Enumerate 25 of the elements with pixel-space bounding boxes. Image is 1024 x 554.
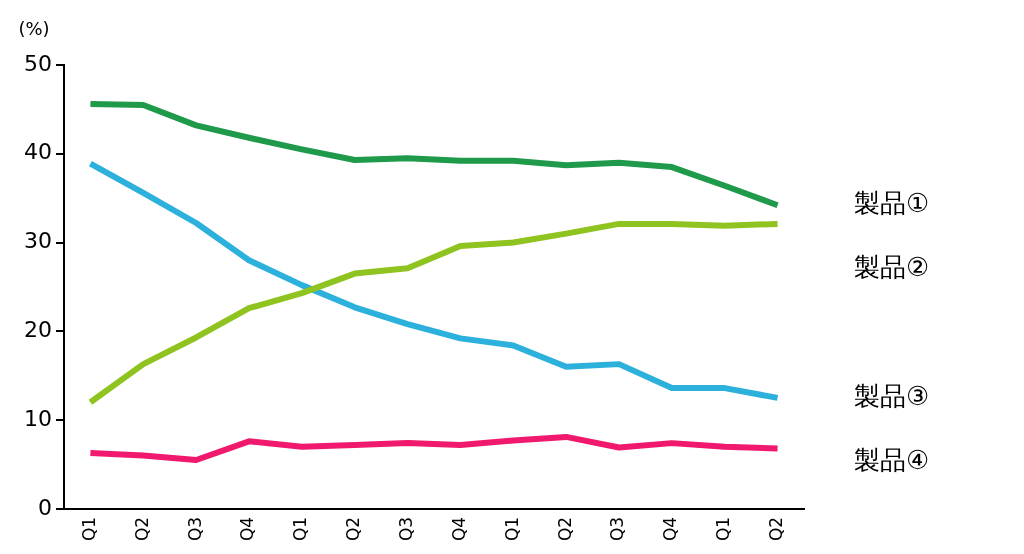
text: 製品③ — [854, 380, 930, 411]
y-axis-title: (%) — [18, 17, 50, 39]
y-tick-label: 30 — [23, 228, 52, 254]
x-tick-label: Q4 — [448, 516, 469, 542]
x-tick-label: Q1 — [713, 516, 734, 542]
y-tick-label: 20 — [23, 317, 52, 342]
text: 製品② — [854, 251, 930, 282]
x-tick-label: Q2 — [343, 516, 364, 542]
x-tick-label: Q4 — [237, 516, 258, 542]
x-tick-label: Q3 — [395, 516, 416, 542]
x-tick-label: Q3 — [184, 516, 205, 542]
text: 製品① — [854, 187, 930, 218]
x-tick-label: Q2 — [131, 516, 152, 542]
x-tick-label: Q2 — [765, 516, 786, 542]
x-tick-label: Q1 — [290, 516, 311, 542]
x-tick-label: Q4 — [660, 516, 681, 542]
y-tick-label: 50 — [23, 50, 52, 76]
y-tick-label: 40 — [23, 139, 52, 165]
y-tick-label: 10 — [23, 405, 52, 431]
y-tick-label: 0 — [37, 494, 52, 520]
x-tick-label: Q3 — [607, 516, 628, 542]
x-tick-label: Q1 — [78, 516, 99, 542]
x-tick-label: Q1 — [501, 516, 522, 542]
text: 製品④ — [854, 444, 930, 475]
x-tick-label: Q2 — [554, 516, 575, 542]
